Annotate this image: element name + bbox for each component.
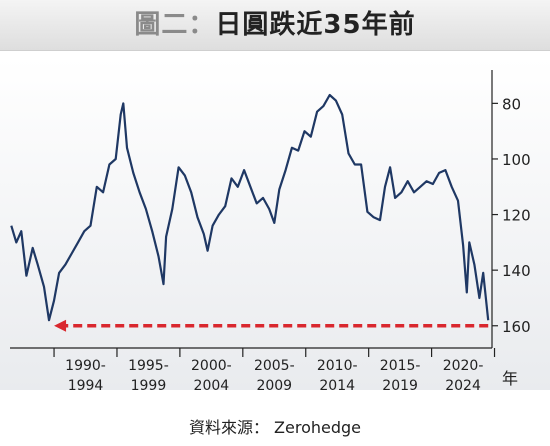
x-tick-label-2-start: 2000- <box>191 358 232 374</box>
x-tick-label-5-start: 2015- <box>380 358 421 374</box>
x-tick-label-4-start: 2010- <box>317 358 358 374</box>
x-tick-label-6-end: 2024 <box>445 378 481 394</box>
x-tick-label-4-end: 2014 <box>319 378 355 394</box>
chart-title-text: 日圓跌近35年前 <box>215 10 416 40</box>
x-tick-label-2-end: 2004 <box>194 378 230 394</box>
chart-title: 圖二：日圓跌近35年前 <box>0 0 550 50</box>
figure-number: 圖二： <box>134 10 216 40</box>
y-tick-label-100: 100 <box>502 151 531 169</box>
title-banner <box>0 0 550 51</box>
x-tick-label-0-end: 1994 <box>68 378 104 394</box>
x-tick-label-5-end: 2019 <box>382 378 418 394</box>
x-tick-label-6-start: 2020- <box>443 358 484 374</box>
annotation-arrowhead-0 <box>54 319 67 332</box>
x-tick-label-1-start: 1995- <box>128 358 169 374</box>
x-tick-label-0-start: 1990- <box>65 358 106 374</box>
y-tick-label-140: 140 <box>502 262 531 280</box>
series-line-0 <box>10 93 490 322</box>
x-tick-label-3-start: 2005- <box>254 358 295 374</box>
x-tick-label-1-end: 1999 <box>131 378 167 394</box>
x-axis-label: 年 <box>502 369 518 388</box>
source-note: 資料來源： Zerohedge <box>188 418 362 437</box>
x-tick-label-3-end: 2009 <box>256 378 292 394</box>
y-tick-label-160: 160 <box>502 318 531 336</box>
y-tick-label-120: 120 <box>502 207 531 225</box>
y-tick-label-80: 80 <box>502 95 521 113</box>
